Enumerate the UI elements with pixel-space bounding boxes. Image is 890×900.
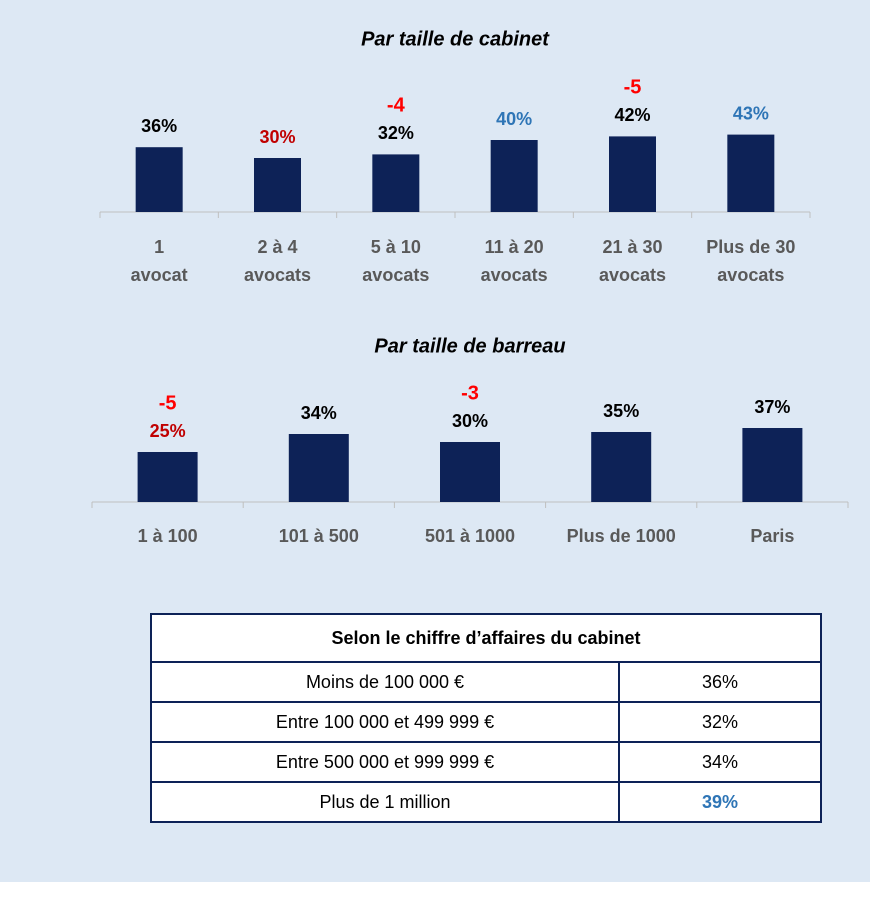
bar	[591, 432, 652, 502]
x-tick-label: 1 avocat	[131, 237, 188, 285]
bar	[288, 434, 349, 502]
row-label: Entre 500 000 et 999 999 €	[150, 741, 620, 783]
x-tick-label: Paris	[750, 526, 794, 546]
bar	[440, 442, 500, 502]
delta-label: -5	[159, 392, 177, 414]
bar	[137, 452, 198, 502]
table-row: Plus de 1 million 39%	[150, 781, 822, 823]
row-value: 32%	[618, 701, 822, 743]
x-tick-label: 5 à 10 avocats	[362, 237, 429, 285]
row-value: 36%	[618, 661, 822, 703]
value-label: 42%	[614, 105, 650, 125]
x-tick-label: 11 à 20 avocats	[481, 237, 548, 285]
row-label: Entre 100 000 et 499 999 €	[150, 701, 620, 743]
x-tick-label: 21 à 30 avocats	[599, 237, 666, 285]
bar	[742, 428, 803, 502]
value-label: 40%	[496, 109, 532, 129]
x-tick-label: 501 à 1000	[425, 526, 515, 546]
row-value: 34%	[618, 741, 822, 783]
table-row: Moins de 100 000 €36%	[150, 661, 822, 703]
x-tick-label: Plus de 1000	[567, 526, 676, 546]
row-value: 39%	[618, 781, 822, 823]
value-label: 36%	[141, 116, 177, 136]
x-tick-label: 2 à 4 avocats	[244, 237, 311, 285]
value-label: 35%	[603, 401, 639, 421]
chart-title: Par taille de cabinet	[361, 28, 550, 50]
bar	[727, 134, 775, 212]
bar	[490, 140, 538, 212]
delta-label: -3	[461, 382, 479, 404]
value-label: 43%	[733, 103, 769, 123]
row-label: Plus de 1 million	[150, 781, 620, 823]
value-label: 30%	[259, 127, 295, 147]
x-tick-label: Plus de 30 avocats	[706, 237, 795, 285]
bar	[135, 147, 183, 212]
value-label: 34%	[301, 403, 337, 423]
table-title: Selon le chiffre d’affaires du cabinet	[150, 613, 822, 663]
x-tick-label: 101 à 500	[279, 526, 359, 546]
value-label: 37%	[754, 397, 790, 417]
x-tick-label: 1 à 100	[138, 526, 198, 546]
chart-title: Par taille de barreau	[374, 335, 565, 357]
delta-label: -4	[387, 95, 406, 117]
value-label: 32%	[378, 123, 414, 143]
delta-label: -5	[624, 77, 642, 99]
bar	[372, 154, 420, 212]
bar	[609, 136, 656, 212]
table-row: Entre 100 000 et 499 999 €32%	[150, 701, 822, 743]
value-label: 30%	[452, 411, 488, 431]
value-label: 25%	[150, 421, 186, 441]
bar	[254, 158, 301, 212]
row-label: Moins de 100 000 €	[150, 661, 620, 703]
table-row: Entre 500 000 et 999 999 €34%	[150, 741, 822, 783]
revenue-table: Selon le chiffre d’affaires du cabinet M…	[150, 613, 822, 823]
